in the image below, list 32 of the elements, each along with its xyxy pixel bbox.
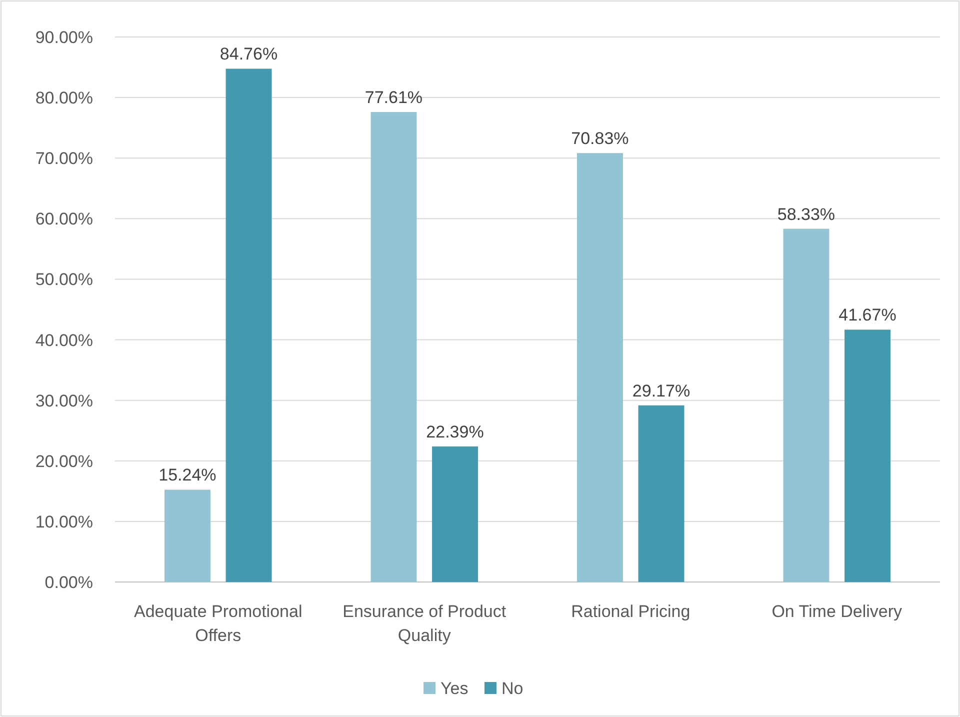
data-label: 29.17% (632, 381, 690, 400)
data-label: 58.33% (777, 204, 836, 224)
bar (164, 490, 210, 582)
y-tick-label: 0.00% (44, 573, 93, 592)
x-tick-label: Adequate Promotional Offers (134, 602, 302, 645)
y-tick-label: 60.00% (35, 210, 93, 229)
bar (844, 330, 890, 582)
legend-label: No (502, 679, 524, 698)
y-tick-label: 30.00% (35, 391, 93, 410)
y-tick-label: 80.00% (35, 88, 93, 108)
bar (577, 153, 623, 582)
x-tick-label: On Time Delivery (772, 602, 903, 621)
y-tick-label: 50.00% (35, 270, 93, 290)
data-label: 84.76% (220, 44, 278, 64)
x-tick-label: Rational Pricing (571, 602, 690, 621)
data-label: 22.39% (426, 422, 484, 442)
data-label: 41.67% (838, 306, 896, 325)
y-tick-label: 40.00% (35, 330, 93, 350)
y-tick-label: 10.00% (35, 512, 93, 532)
y-tick-label: 20.00% (35, 452, 93, 471)
data-label: 77.61% (364, 88, 423, 108)
data-label: 15.24% (158, 466, 216, 485)
bar (370, 112, 417, 582)
bar (783, 228, 830, 582)
x-tick-label: Ensurance of Product Quality (342, 602, 506, 645)
legend-label: Yes (440, 679, 468, 698)
bar (432, 446, 478, 582)
y-tick-label: 90.00% (35, 28, 93, 47)
y-tick-label: 70.00% (35, 149, 93, 168)
bar (638, 405, 684, 582)
bar (226, 68, 272, 582)
data-label: 70.83% (571, 129, 629, 148)
